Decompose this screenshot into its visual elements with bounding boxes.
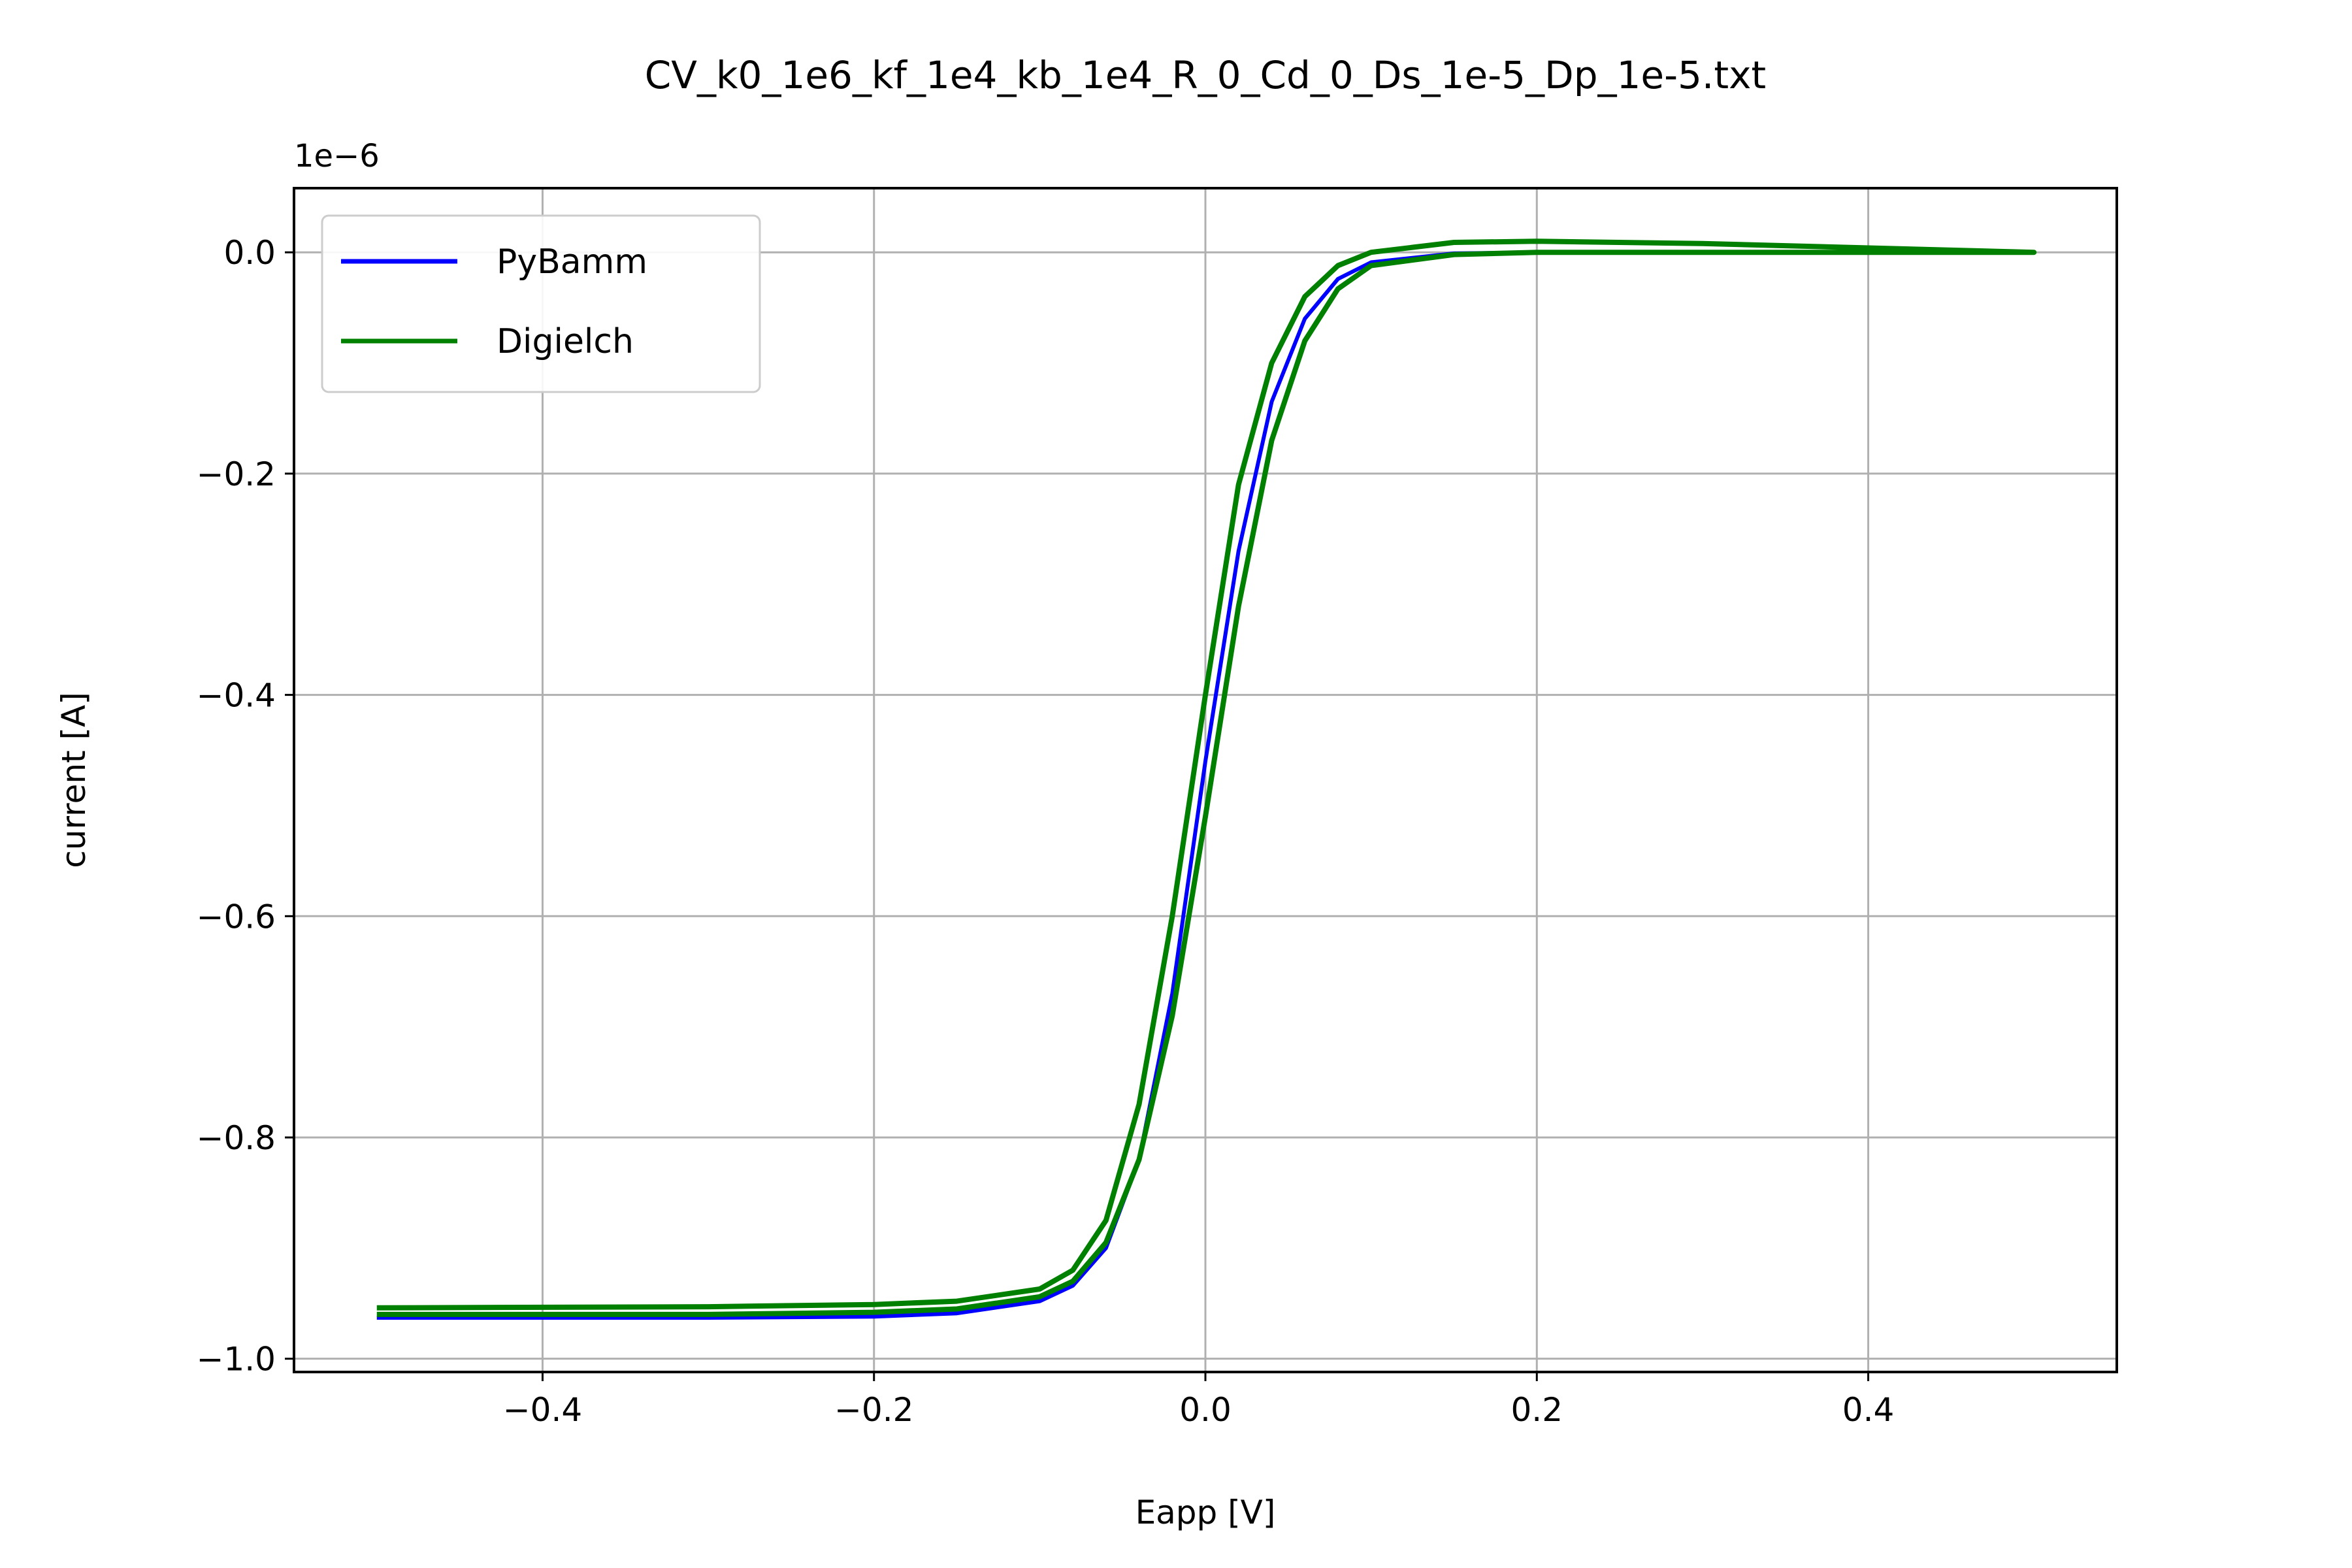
x-tick-label: −0.2 xyxy=(834,1391,913,1429)
legend-label-pybamm: PyBamm xyxy=(497,242,647,282)
series-layer xyxy=(376,238,2037,1320)
y-tick-label: −0.2 xyxy=(197,455,276,493)
x-tick-label: −0.4 xyxy=(503,1391,582,1429)
x-tick-label: 0.2 xyxy=(1511,1391,1563,1429)
y-tick-label: −0.8 xyxy=(197,1119,276,1157)
y-axis-label: current [A] xyxy=(55,692,93,868)
y-ticks: 0.0 −0.2 −0.4 −0.6 −0.8 −1.0 xyxy=(197,234,294,1379)
grid xyxy=(294,188,2117,1372)
x-ticks: −0.4 −0.2 0.0 0.2 0.4 xyxy=(503,1372,1895,1429)
y-tick-label: 0.0 xyxy=(223,234,276,272)
x-tick-label: 0.0 xyxy=(1179,1391,1232,1429)
x-axis-label: Eapp [V] xyxy=(1135,1494,1276,1531)
y-offset-label: 1e−6 xyxy=(294,138,380,174)
y-tick-label: −0.4 xyxy=(197,677,276,715)
x-tick-label: 0.4 xyxy=(1842,1391,1895,1429)
legend-label-digielch: Digielch xyxy=(497,322,634,361)
y-tick-label: −1.0 xyxy=(197,1341,276,1379)
chart-title: CV_k0_1e6_kf_1e4_kb_1e4_R_0_Cd_0_Ds_1e-5… xyxy=(645,53,1766,97)
legend: PyBamm Digielch xyxy=(321,214,761,393)
series-line-digielch xyxy=(376,238,2037,1317)
y-tick-label: −0.6 xyxy=(197,898,276,936)
